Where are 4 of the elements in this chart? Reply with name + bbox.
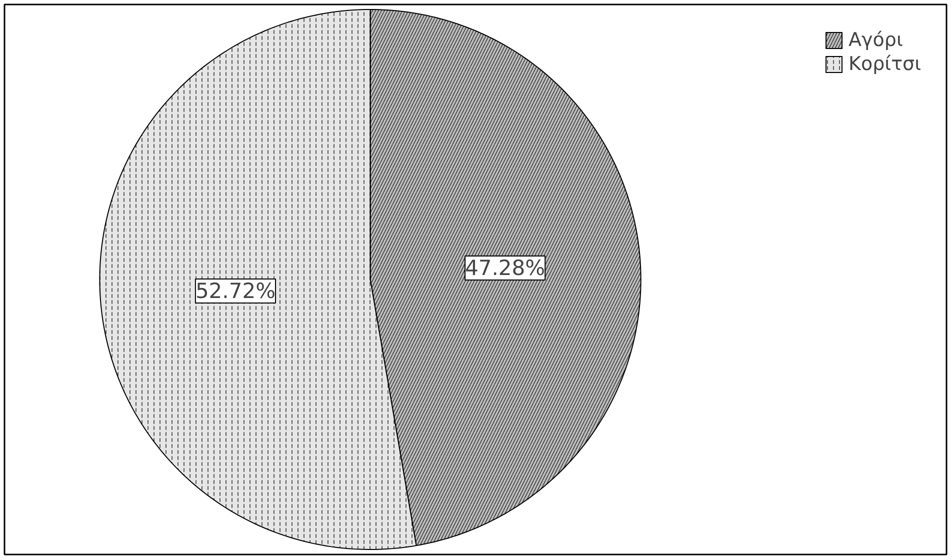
data-label: 52.72% (195, 279, 276, 304)
legend-label: Αγόρι (848, 29, 903, 51)
data-label: 47.28% (465, 256, 546, 280)
legend-label: Κορίτσι (848, 53, 921, 75)
